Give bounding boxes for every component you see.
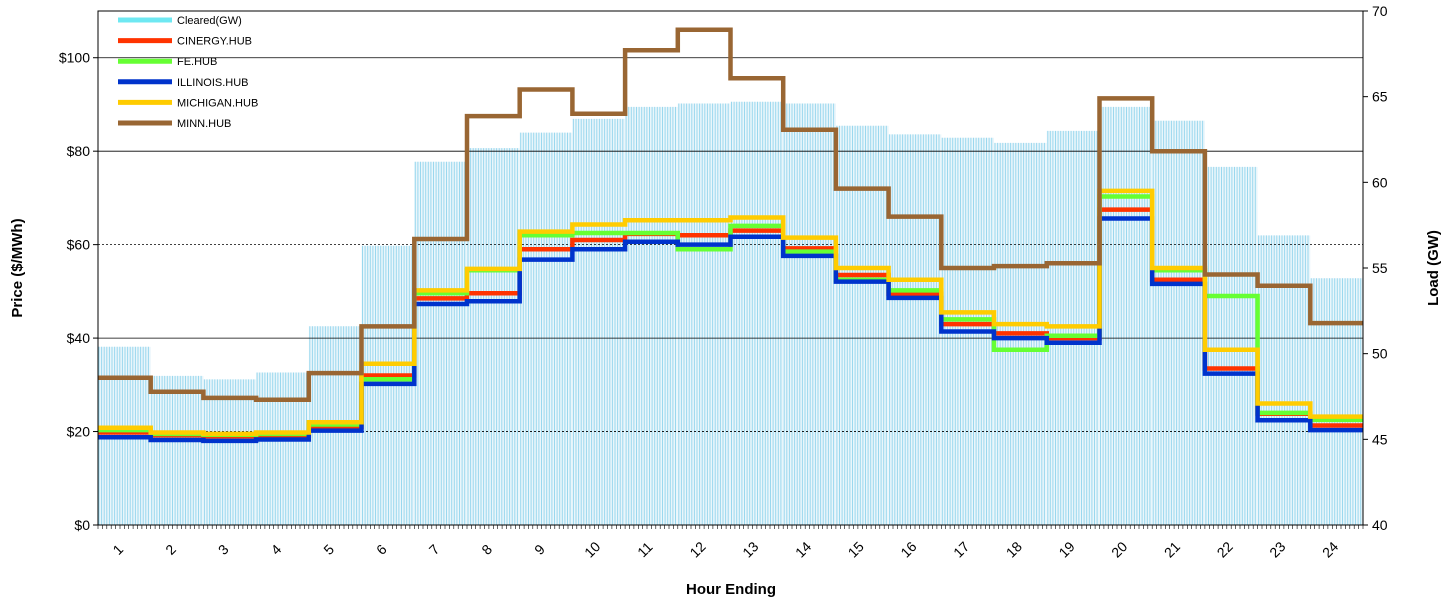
legend-entry: FE.HUB — [118, 56, 217, 68]
legend-entry: MINN.HUB — [118, 118, 231, 130]
right-tick-label: 40 — [1372, 517, 1388, 533]
x-tick-label: 2 — [162, 541, 179, 558]
series-line-michigan-hub — [98, 188, 1363, 437]
x-tick-label: 21 — [1161, 538, 1183, 560]
x-tick-label: 23 — [1266, 538, 1288, 560]
load-bar-hour-24 — [1310, 278, 1363, 525]
load-bar-hour-3 — [203, 379, 257, 525]
load-bar-hour-23 — [1257, 235, 1311, 526]
x-tick-label: 15 — [845, 538, 867, 560]
left-axis-ticks: $0 $20 $40 $60 $80 $100 — [59, 50, 98, 533]
load-bar-hatch — [520, 132, 571, 525]
left-tick-label: $60 — [67, 237, 91, 253]
load-bar-hour-12 — [677, 103, 731, 526]
x-tick-label: 10 — [581, 538, 603, 560]
x-tick-label: 5 — [320, 541, 337, 558]
x-axis-ticks: 1 2 3 4 5 6 7 8 9 10 11 12 13 14 15 16 17 18 19 20 21 22 23 24 — [109, 538, 1341, 560]
x-tick-label: 24 — [1319, 538, 1341, 560]
x-minor-ticks — [97, 525, 1364, 529]
legend-label: MICHIGAN.HUB — [177, 97, 258, 109]
right-tick-label: 45 — [1372, 431, 1388, 447]
load-bar-hour-20 — [1099, 106, 1153, 526]
legend-label: ILLINOIS.HUB — [177, 77, 249, 89]
load-bar-hour-7 — [414, 161, 467, 526]
x-tick-label: 19 — [1055, 538, 1077, 560]
legend-entry: ILLINOIS.HUB — [118, 77, 249, 89]
left-tick-label: $80 — [67, 143, 91, 159]
right-tick-label: 65 — [1372, 89, 1388, 105]
load-bars — [98, 101, 1363, 526]
series-line-minn-hub — [98, 27, 1363, 403]
x-tick-label: 22 — [1213, 538, 1235, 560]
load-bar-hatch — [151, 375, 202, 525]
legend-label: MINN.HUB — [177, 118, 231, 130]
load-bar-hatch — [572, 118, 624, 525]
load-bar-hatch — [203, 379, 255, 525]
load-bar-hatch — [731, 101, 782, 525]
load-bar-hour-13 — [730, 101, 784, 525]
load-bar-hatch — [889, 134, 940, 525]
x-tick-label: 13 — [739, 538, 761, 560]
legend-label: CINERGY.HUB — [177, 36, 252, 48]
load-bar-hour-16 — [888, 134, 942, 526]
right-tick-label: 60 — [1372, 174, 1388, 190]
load-bar-hour-2 — [150, 375, 204, 525]
load-bar-hour-21 — [1152, 120, 1205, 526]
left-tick-label: $20 — [67, 424, 91, 440]
right-axis-title: Load (GW) — [1425, 230, 1442, 306]
load-bar-hatch — [256, 372, 307, 525]
load-bar-hatch — [467, 148, 518, 525]
x-tick-label: 11 — [634, 539, 656, 561]
load-bar-hour-4 — [256, 372, 309, 525]
x-tick-label: 6 — [373, 541, 390, 558]
load-bar-hatch — [1152, 120, 1204, 525]
legend-entry: CINERGY.HUB — [118, 36, 252, 48]
right-tick-label: 70 — [1372, 3, 1388, 19]
x-tick-label: 9 — [531, 541, 548, 558]
x-tick-label: 7 — [426, 541, 443, 558]
load-bar-hatch — [678, 103, 729, 525]
right-axis-ticks: 40 45 50 55 60 65 70 — [1363, 3, 1388, 533]
x-tick-label: 18 — [1003, 538, 1025, 560]
x-tick-label: 20 — [1108, 538, 1130, 560]
load-bar-hatch — [625, 106, 676, 525]
load-bar-hatch — [783, 103, 835, 525]
x-tick-label: 16 — [897, 538, 919, 560]
right-tick-label: 50 — [1372, 346, 1388, 362]
x-tick-label: 17 — [950, 538, 972, 560]
left-axis-title: Price ($/MWh) — [9, 218, 26, 317]
legend-label: Cleared(GW) — [177, 15, 242, 27]
left-tick-label: $40 — [67, 330, 91, 346]
load-bar-hour-8 — [466, 148, 520, 526]
load-bar-hatch — [836, 125, 887, 525]
x-tick-label: 4 — [268, 541, 285, 558]
x-tick-label: 8 — [478, 541, 495, 558]
x-tick-label: 14 — [792, 538, 814, 560]
left-tick-label: $100 — [59, 50, 90, 66]
load-bar-hour-9 — [519, 132, 573, 525]
load-bar-hour-15 — [835, 125, 889, 525]
load-bar-hour-11 — [625, 106, 678, 526]
legend: Cleared(GW) CINERGY.HUB FE.HUB ILLINOIS.HUB… — [118, 15, 258, 130]
legend-entry: MICHIGAN.HUB — [118, 97, 258, 109]
legend-entry: Cleared(GW) — [118, 15, 242, 27]
x-tick-label: 12 — [686, 538, 708, 560]
left-tick-label: $0 — [74, 517, 90, 533]
legend-label: FE.HUB — [177, 56, 217, 68]
right-tick-label: 55 — [1372, 260, 1388, 276]
price-lines — [98, 27, 1363, 444]
load-bar-hour-22 — [1204, 166, 1258, 525]
load-bar-hour-10 — [572, 118, 626, 525]
load-bar-hour-14 — [783, 103, 836, 526]
x-tick-label: 3 — [215, 541, 232, 558]
x-tick-label: 1 — [109, 541, 126, 558]
x-axis-title: Hour Ending — [686, 581, 776, 598]
